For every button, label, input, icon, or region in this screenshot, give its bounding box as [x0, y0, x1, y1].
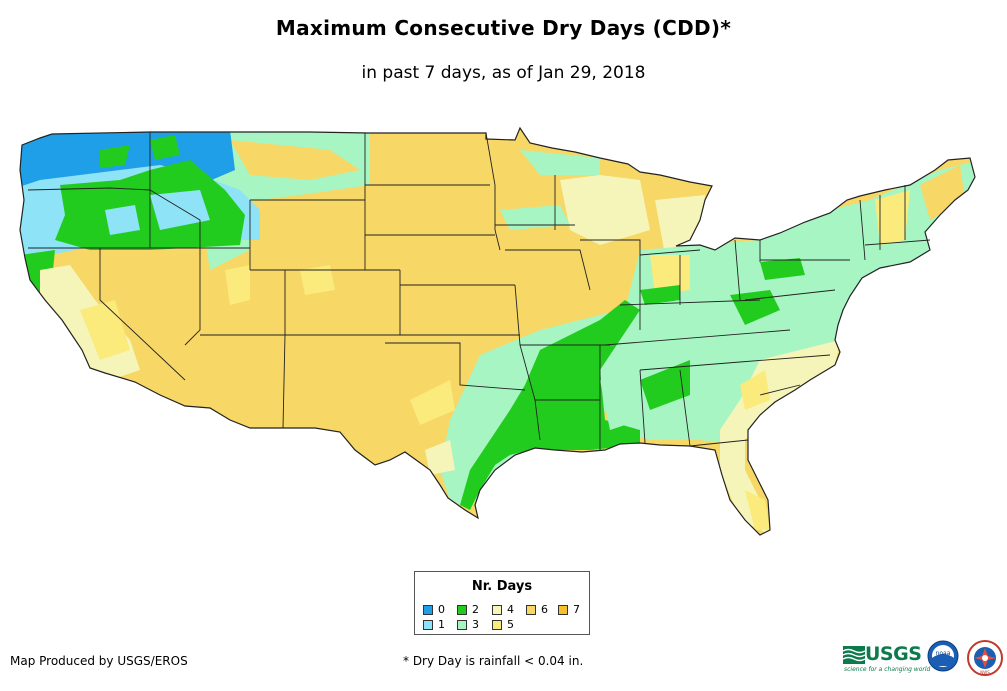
footnote-text: * Dry Day is rainfall < 0.04 in. — [403, 654, 584, 668]
legend-label-7: 7 — [573, 603, 580, 616]
legend-label-6: 6 — [541, 603, 548, 616]
legend-label-0: 0 — [438, 603, 445, 616]
legend-item-3: 3 — [457, 618, 479, 631]
legend-swatch-4 — [492, 604, 502, 615]
legend-label-3: 3 — [472, 618, 479, 631]
nws-seal-text: NWS — [980, 670, 990, 675]
usgs-tagline: science for a changing world — [844, 666, 931, 673]
legend-item-4: 4 — [492, 603, 514, 616]
nws-seal-icon: NWS — [967, 640, 1003, 676]
zone-2-days-gulf — [460, 300, 640, 510]
legend-label-1: 1 — [438, 618, 445, 631]
legend-item-6: 6 — [526, 603, 548, 616]
noaa-seal-text: noaa — [936, 650, 951, 657]
state-borders — [19, 126, 976, 536]
legend-item-1: 1 — [423, 618, 445, 631]
legend-item-5: 5 — [492, 618, 514, 631]
legend-swatch-0 — [423, 604, 433, 615]
legend-swatch-7 — [558, 604, 568, 615]
cdd-fill — [20, 128, 975, 535]
credit-text: Map Produced by USGS/EROS — [10, 654, 188, 668]
usgs-wordmark: USGS — [865, 643, 922, 665]
legend-swatch-3 — [457, 619, 467, 630]
legend-swatch-6 — [526, 604, 536, 615]
legend-swatch-1 — [423, 619, 433, 630]
usgs-logo-icon — [843, 646, 865, 664]
legend-title: Nr. Days — [471, 579, 533, 594]
legend: Nr. Days 0 1 2 3 4 5 6 7 — [414, 571, 590, 635]
legend-item-2: 2 — [457, 603, 479, 616]
noaa-seal-icon: noaa — [927, 640, 959, 672]
legend-item-0: 0 — [423, 603, 445, 616]
legend-swatch-5 — [492, 619, 502, 630]
zone-2-days-appalachian — [730, 290, 780, 325]
map-title: Maximum Consecutive Dry Days (CDD)* — [275, 16, 732, 40]
legend-label-2: 2 — [472, 603, 479, 616]
agency-logos: USGS science for a changing world noaa N… — [843, 640, 1003, 680]
legend-swatch-2 — [457, 604, 467, 615]
legend-item-7: 7 — [558, 603, 580, 616]
zone-4-days-lakes — [560, 175, 650, 245]
map-subtitle: in past 7 days, as of Jan 29, 2018 — [361, 63, 646, 83]
legend-label-4: 4 — [507, 603, 514, 616]
legend-label-5: 5 — [507, 618, 514, 631]
